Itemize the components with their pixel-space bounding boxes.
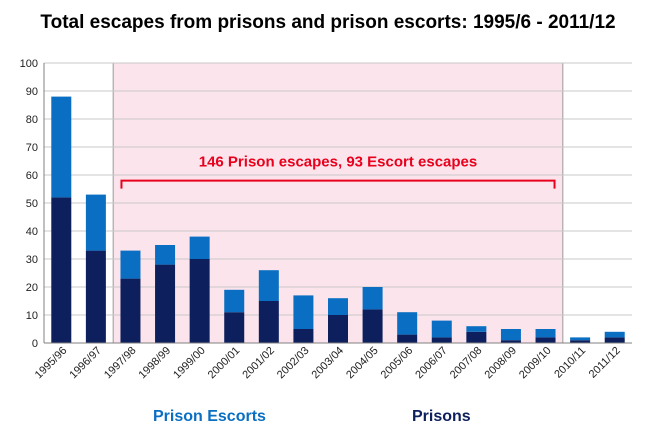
bar-segment-prison-escorts — [85, 194, 106, 251]
bar-segment-prison-escorts — [397, 312, 418, 335]
bar-segment-prison-escorts — [189, 236, 210, 259]
bar-segment-prison-escorts — [120, 250, 141, 279]
bar-segment-prisons — [466, 331, 487, 343]
bar-segment-prisons — [293, 329, 314, 343]
x-tick-label: 2002/03 — [275, 345, 312, 382]
bar-segment-prison-escorts — [51, 96, 72, 198]
x-tick-label: 2009/10 — [517, 345, 554, 382]
y-tick-label: 40 — [26, 226, 38, 238]
x-tick-label: 2004/05 — [344, 345, 381, 382]
bar-segment-prisons — [258, 301, 279, 343]
bar-segment-prisons — [431, 337, 452, 343]
y-tick-label: 20 — [26, 282, 38, 294]
x-tick-label: 2000/01 — [206, 345, 243, 382]
bar-segment-prisons — [189, 259, 210, 343]
y-tick-label: 100 — [20, 58, 38, 70]
bar-segment-prison-escorts — [466, 326, 487, 332]
bar-segment-prison-escorts — [535, 329, 556, 338]
y-tick-label: 70 — [26, 142, 38, 154]
bar-segment-prisons — [155, 264, 176, 343]
y-tick-label: 50 — [26, 198, 38, 210]
x-tick-label: 1999/00 — [171, 345, 208, 382]
bar-segment-prison-escorts — [362, 287, 383, 310]
y-tick-label: 80 — [26, 114, 38, 126]
y-tick-label: 10 — [26, 310, 38, 322]
bar-segment-prison-escorts — [155, 245, 176, 265]
legend-prisons: Prisons — [412, 408, 471, 425]
bar-segment-prisons — [500, 340, 521, 343]
annotation-text: 146 Prison escapes, 93 Escort escapes — [199, 154, 478, 171]
bar-segment-prison-escorts — [500, 329, 521, 341]
bar-segment-prison-escorts — [224, 289, 245, 313]
x-tick-label: 1996/97 — [67, 345, 104, 382]
x-tick-label: 1997/98 — [102, 345, 139, 382]
x-tick-label: 2008/09 — [482, 345, 519, 382]
x-tick-label: 2005/06 — [379, 345, 416, 382]
bar-segment-prisons — [604, 337, 625, 343]
bar-segment-prison-escorts — [293, 295, 314, 329]
bar-segment-prison-escorts — [258, 270, 279, 301]
bar-segment-prisons — [535, 337, 556, 343]
bar-segment-prison-escorts — [431, 320, 452, 338]
x-tick-label: 1998/99 — [137, 345, 174, 382]
bar-segment-prison-escorts — [328, 298, 348, 315]
y-tick-label: 0 — [32, 338, 38, 350]
bar-segment-prisons — [397, 334, 418, 343]
bar-segment-prisons — [328, 315, 348, 343]
y-tick-label: 60 — [26, 170, 38, 182]
x-tick-label: 2011/12 — [587, 345, 623, 381]
x-tick-label: 1995/96 — [33, 345, 70, 382]
annotation-bracket — [120, 179, 556, 189]
x-tick-label: 2007/08 — [448, 345, 485, 382]
x-tick-label: 2010/11 — [552, 345, 588, 381]
bar-segment-prison-escorts — [604, 331, 625, 338]
x-tick-label: 2001/02 — [240, 345, 277, 382]
bar-segment-prisons — [570, 340, 591, 343]
bar-segment-prisons — [51, 197, 72, 343]
y-tick-label: 90 — [26, 86, 38, 98]
bar-segment-prisons — [85, 250, 106, 343]
bar-segment-prison-escorts — [570, 337, 591, 341]
bar-segment-prisons — [120, 278, 141, 343]
legend-prison-escorts: Prison Escorts — [153, 408, 266, 425]
bar-segment-prisons — [362, 309, 383, 343]
chart-title: Total escapes from prisons and prison es… — [40, 12, 616, 33]
bar-segment-prisons — [224, 312, 245, 343]
x-tick-label: 2003/04 — [310, 345, 347, 382]
y-tick-label: 30 — [26, 254, 38, 266]
x-tick-label: 2006/07 — [413, 345, 450, 382]
